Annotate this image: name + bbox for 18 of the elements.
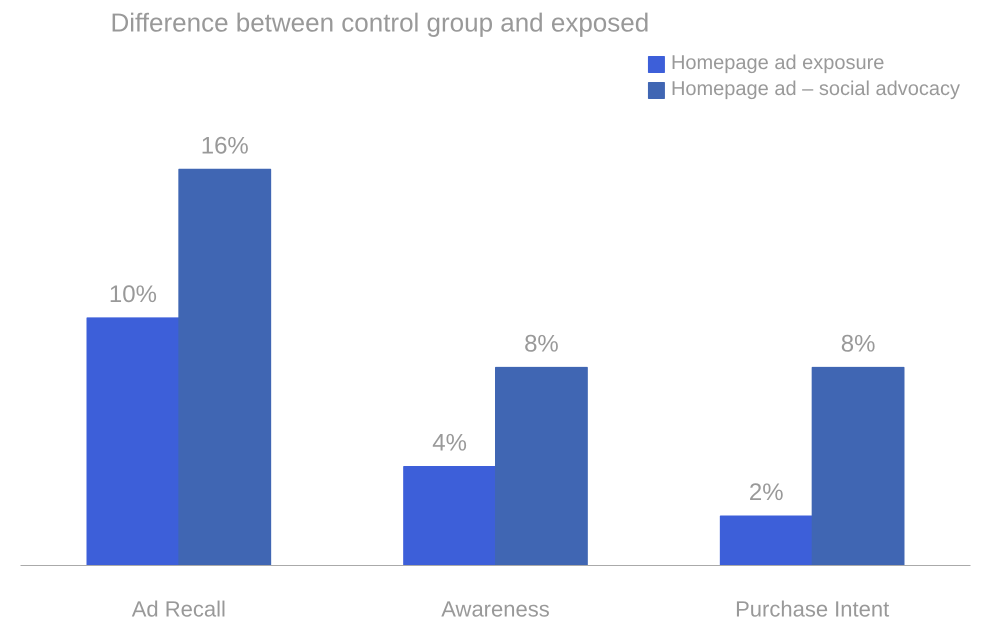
x-tick-label: Ad Recall bbox=[132, 596, 226, 622]
bar bbox=[178, 168, 272, 566]
data-label: 2% bbox=[748, 478, 784, 506]
data-label: 8% bbox=[524, 330, 559, 358]
x-tick-label: Purchase Intent bbox=[735, 596, 890, 622]
x-tick-label: Awareness bbox=[441, 596, 550, 622]
data-label: 16% bbox=[200, 132, 249, 160]
bar bbox=[403, 466, 496, 566]
legend-label: Homepage ad exposure bbox=[670, 52, 886, 75]
data-label: 10% bbox=[108, 280, 157, 308]
bar bbox=[720, 515, 813, 566]
bar bbox=[495, 366, 588, 566]
bar bbox=[812, 366, 904, 566]
legend-label: Homepage ad – social advocacy bbox=[670, 78, 960, 101]
data-label: 8% bbox=[840, 330, 876, 358]
bar bbox=[86, 317, 180, 566]
chart-title: Difference between control group and exposed bbox=[110, 8, 650, 38]
data-label: 4% bbox=[432, 429, 467, 456]
